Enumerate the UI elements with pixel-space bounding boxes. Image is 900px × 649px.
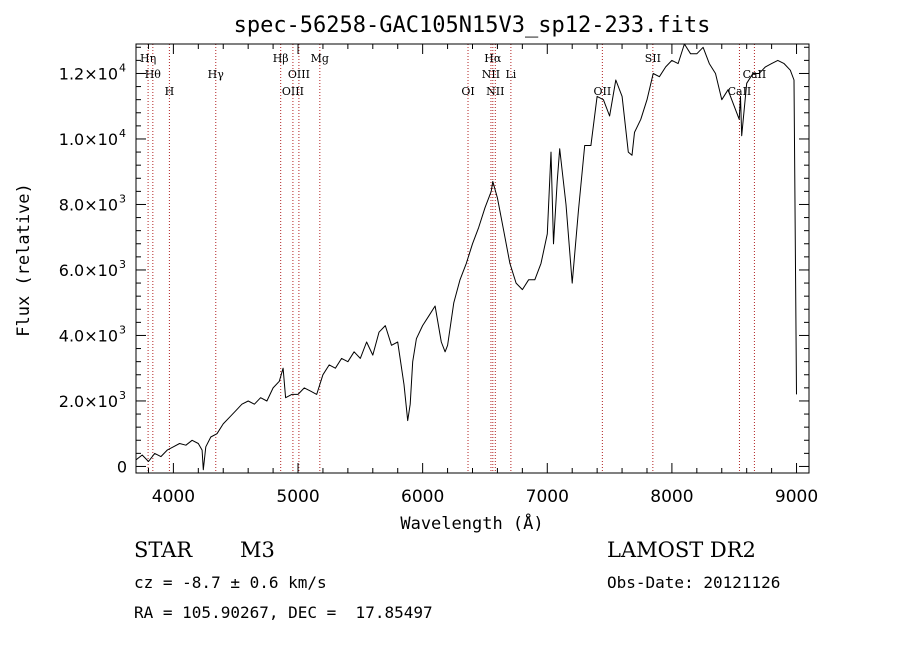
spectral-line-label: SII <box>645 52 661 65</box>
spectral-line-label: Li <box>505 68 516 81</box>
spectral-line-markers <box>147 44 755 473</box>
line-labels: HηHθHHγHβOIIIOIIIMgOINIIHαNIILiOIISIICaI… <box>140 52 766 98</box>
object-class: STAR <box>134 538 193 562</box>
y-tick-label: 1.2×10 <box>59 64 118 83</box>
y-axis-label: Flux (relative) <box>14 183 34 337</box>
y-tick-exponent: 4 <box>119 61 126 74</box>
x-tick-label: 5000 <box>276 487 319 507</box>
redshift-cz: cz = -8.7 ± 0.6 km/s <box>134 573 327 592</box>
x-tick-label: 6000 <box>401 487 444 507</box>
y-tick-label: 4.0×10 <box>59 326 118 345</box>
y-tick-label: 0 <box>117 457 127 476</box>
spectral-line-label: OIII <box>282 85 304 98</box>
spectral-line-label: H <box>165 85 175 98</box>
y-tick-exponent: 3 <box>119 258 126 271</box>
y-tick-exponent: 3 <box>119 323 126 336</box>
survey-name: LAMOST DR2 <box>607 538 756 562</box>
plot-frame <box>135 43 810 474</box>
y-tick-label: 6.0×10 <box>59 261 118 280</box>
spectral-line-label: NII <box>482 68 500 81</box>
observation-date: Obs-Date: 20121126 <box>607 573 781 592</box>
y-tick-exponent: 3 <box>119 192 126 205</box>
spectral-line-label: Hγ <box>208 68 225 81</box>
spectral-line-label: CaII <box>743 68 767 81</box>
x-axis-label: Wavelength (Å) <box>400 512 543 534</box>
spectral-line-label: Hα <box>484 52 502 65</box>
y-tick-exponent: 4 <box>119 127 126 140</box>
chart-title: spec-56258-GAC105N15V3_sp12-233.fits <box>234 13 711 38</box>
x-tick-label: 8000 <box>650 487 693 507</box>
object-subclass: M3 <box>240 538 275 562</box>
x-tick-label: 7000 <box>526 487 569 507</box>
spectrum-series <box>135 43 797 471</box>
spectral-line-label: OI <box>461 85 474 98</box>
spectrum-line <box>135 43 797 471</box>
y-tick-label: 8.0×10 <box>59 195 118 214</box>
spectral-line-label: Hη <box>140 52 156 65</box>
spectral-line-label: Hβ <box>273 52 289 65</box>
ra-dec-coordinates: RA = 105.90267, DEC = 17.85497 <box>134 603 433 622</box>
x-tick-label: 4000 <box>152 487 195 507</box>
spectral-line-label: NII <box>486 85 504 98</box>
spectral-line-label: CaII <box>728 85 752 98</box>
spectral-line-label: Hθ <box>145 68 162 81</box>
spectral-line-label: OII <box>594 85 612 98</box>
spectral-line-label: Mg <box>311 52 329 65</box>
spectral-line-label: OIII <box>288 68 310 81</box>
y-tick-label: 2.0×10 <box>59 392 118 411</box>
x-tick-label: 9000 <box>775 487 818 507</box>
y-tick-label: 1.0×10 <box>59 130 118 149</box>
y-tick-exponent: 3 <box>119 389 126 402</box>
